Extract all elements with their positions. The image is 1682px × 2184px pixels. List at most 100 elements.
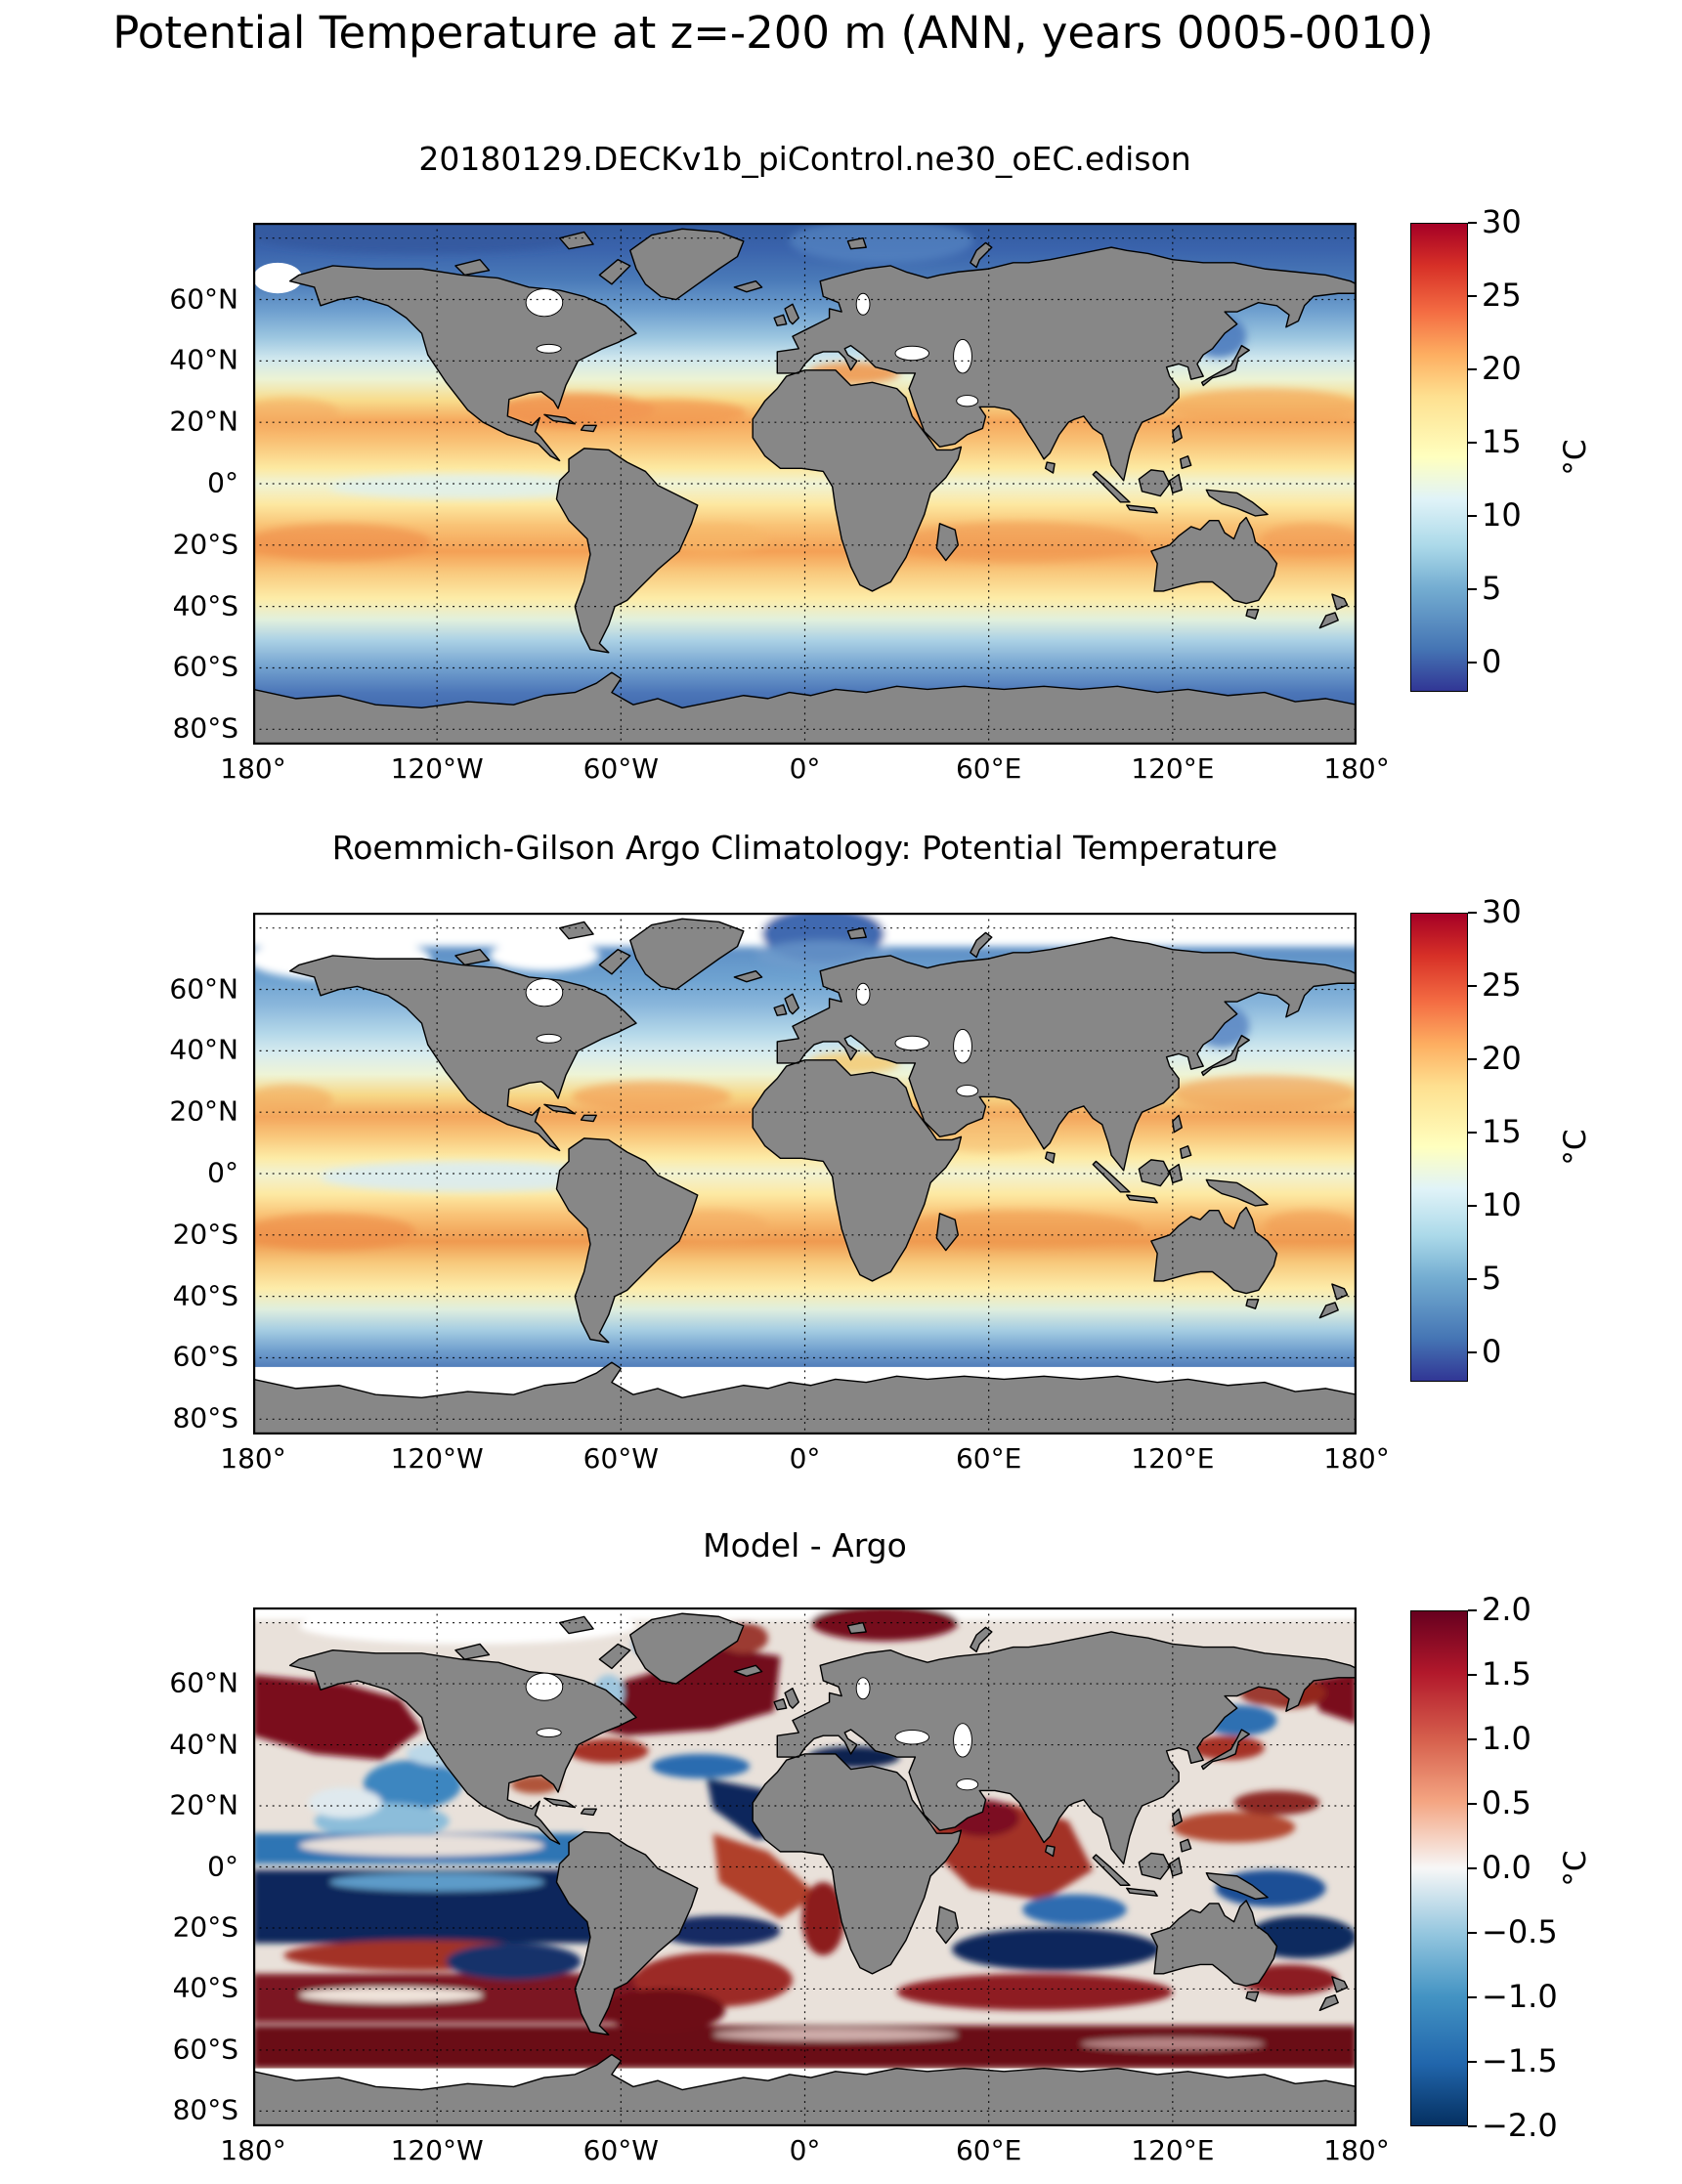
lon-tick-label: 60°W [582, 752, 659, 785]
lon-tick-label: 180° [220, 1442, 286, 1475]
map-model [253, 223, 1357, 745]
colorbar-diff [1410, 1610, 1468, 2126]
map-frame [253, 913, 1357, 1435]
colorbar-tick-mark [1468, 2124, 1477, 2128]
colorbar-tick-mark [1468, 1866, 1477, 1870]
lat-tick-label: 60°N [169, 972, 238, 1006]
lon-tick-label: 0° [789, 2134, 821, 2166]
lon-tick-label: 180° [220, 752, 286, 785]
colorbar-tick-label: 25 [1482, 277, 1522, 315]
map-frame [253, 1607, 1357, 2126]
colorbar-tick-mark [1468, 661, 1477, 664]
lat-tick-label: 40°S [172, 589, 238, 622]
lon-tick-label: 120°W [390, 1442, 484, 1475]
lon-tick-label: 120°E [1131, 752, 1215, 785]
lat-tick-label: 40°S [172, 1971, 238, 2004]
lat-tick-label: 20°S [172, 528, 238, 561]
colorbar-tick-mark [1468, 2060, 1477, 2064]
colorbar-tick-mark [1468, 221, 1477, 225]
colorbar-tick-mark [1468, 1277, 1477, 1281]
lat-tick-label: 20°S [172, 1910, 238, 1944]
colorbar-tick-mark [1468, 1802, 1477, 1806]
panel-title-diff: Model - Argo [703, 1526, 907, 1564]
lon-tick-label: 0° [789, 1442, 821, 1475]
colorbar-tick-mark [1468, 1931, 1477, 1935]
lat-tick-label: 40°S [172, 1279, 238, 1312]
lat-tick-label: 40°N [169, 1033, 238, 1066]
colorbar-tick-mark [1468, 911, 1477, 915]
panel-title-argo: Roemmich-Gilson Argo Climatology: Potent… [331, 829, 1278, 867]
colorbar-tick-label: 20 [1482, 350, 1522, 388]
lat-tick-label: 60°S [172, 1340, 238, 1373]
colorbar-tick-mark [1468, 1057, 1477, 1061]
lon-tick-label: 60°E [955, 1442, 1022, 1475]
map-diff [253, 1607, 1357, 2126]
colorbar-unit-label: °C [1558, 1129, 1593, 1166]
lon-tick-label: 120°W [390, 2134, 484, 2166]
colorbar-unit-label: °C [1558, 439, 1593, 476]
colorbar-tick-label: 5 [1482, 570, 1502, 608]
lat-tick-label: 80°S [172, 2093, 238, 2126]
colorbar-tick-label: 5 [1482, 1260, 1502, 1298]
colorbar-tick-mark [1468, 1673, 1477, 1677]
colorbar-tick-label: 15 [1482, 1113, 1522, 1151]
colorbar-tick-label: −1.5 [1482, 2042, 1558, 2080]
colorbar-tick-mark [1468, 294, 1477, 298]
lat-tick-label: 0° [207, 1156, 238, 1189]
colorbar-tick-label: 30 [1482, 893, 1522, 931]
lon-tick-label: 60°E [955, 752, 1022, 785]
panel-title-model: 20180129.DECKv1b_piControl.ne30_oEC.edis… [418, 140, 1191, 178]
colorbar-tick-label: 1.0 [1482, 1720, 1531, 1758]
colorbar-argo [1410, 913, 1468, 1382]
lon-tick-label: 120°E [1131, 2134, 1215, 2166]
lon-tick-label: 120°E [1131, 1442, 1215, 1475]
map-argo [253, 913, 1357, 1435]
colorbar-tick-label: 20 [1482, 1040, 1522, 1078]
colorbar-tick-label: −2.0 [1482, 2107, 1558, 2145]
lon-tick-label: 0° [789, 752, 821, 785]
colorbar-tick-label: 10 [1482, 496, 1522, 535]
colorbar-tick-mark [1468, 1608, 1477, 1612]
figure-title: Potential Temperature at z=-200 m (ANN, … [112, 7, 1434, 59]
no-data-bering [253, 262, 303, 294]
colorbar-tick-label: −1.0 [1482, 1978, 1558, 2016]
lat-tick-label: 40°N [169, 1728, 238, 1761]
lon-tick-label: 180° [1323, 2134, 1390, 2166]
colorbar-model [1410, 223, 1468, 692]
colorbar-unit-label: °C [1558, 1850, 1593, 1887]
lon-tick-label: 60°W [582, 1442, 659, 1475]
colorbar-tick-label: 15 [1482, 423, 1522, 461]
lat-tick-label: 20°N [169, 1094, 238, 1128]
colorbar-tick-mark [1468, 984, 1477, 988]
colorbar-tick-mark [1468, 1995, 1477, 1999]
lat-tick-label: 20°S [172, 1218, 238, 1251]
lon-tick-label: 60°W [582, 2134, 659, 2166]
colorbar-tick-mark [1468, 1737, 1477, 1741]
colorbar-tick-mark [1468, 367, 1477, 371]
lat-tick-label: 60°N [169, 1666, 238, 1699]
ocean-features [253, 223, 1357, 563]
ocean-features [253, 913, 1357, 1251]
colorbar-tick-label: 0.0 [1482, 1849, 1531, 1887]
lon-tick-label: 60°E [955, 2134, 1022, 2166]
lon-tick-label: 120°W [390, 752, 484, 785]
colorbar-tick-mark [1468, 587, 1477, 591]
lon-tick-label: 180° [220, 2134, 286, 2166]
colorbar-tick-label: 0.5 [1482, 1784, 1531, 1822]
lat-tick-label: 80°S [172, 711, 238, 745]
lat-tick-label: 20°N [169, 405, 238, 438]
lon-tick-label: 180° [1323, 752, 1390, 785]
colorbar-tick-label: 2.0 [1482, 1591, 1531, 1629]
lat-tick-label: 60°S [172, 650, 238, 683]
lat-tick-label: 0° [207, 1850, 238, 1883]
colorbar-tick-mark [1468, 1350, 1477, 1354]
lat-tick-label: 40°N [169, 343, 238, 376]
colorbar-tick-mark [1468, 514, 1477, 518]
lat-tick-label: 80°S [172, 1401, 238, 1435]
colorbar-tick-label: 25 [1482, 966, 1522, 1005]
lat-tick-label: 0° [207, 466, 238, 499]
colorbar-tick-label: −0.5 [1482, 1913, 1558, 1951]
colorbar-tick-label: 0 [1482, 643, 1502, 681]
lat-tick-label: 60°S [172, 2033, 238, 2066]
